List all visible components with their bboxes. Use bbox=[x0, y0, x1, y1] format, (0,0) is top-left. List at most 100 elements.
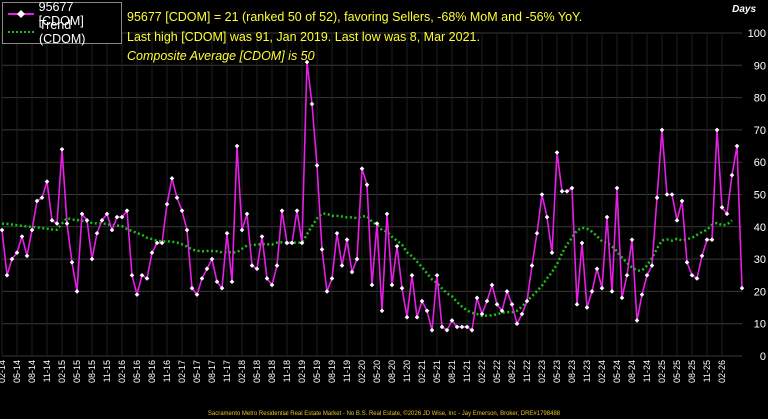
data-point-marker bbox=[419, 298, 425, 304]
data-point-marker bbox=[64, 221, 70, 226]
x-tick-label: 11-16 bbox=[162, 360, 172, 382]
x-tick-label: 08-16 bbox=[147, 360, 157, 383]
x-tick-label: 05-15 bbox=[72, 360, 82, 383]
x-tick-label: 08-17 bbox=[207, 360, 217, 383]
data-point-marker bbox=[709, 237, 715, 243]
data-point-marker bbox=[149, 250, 155, 255]
data-point-marker bbox=[314, 163, 320, 168]
data-point-marker bbox=[159, 240, 165, 246]
data-point-marker bbox=[624, 272, 630, 278]
x-tick-label: 08-15 bbox=[87, 360, 97, 383]
x-tick-label: 11-23 bbox=[582, 360, 592, 382]
x-tick-label: 05-17 bbox=[192, 360, 202, 383]
y-tick-label: 90 bbox=[754, 60, 766, 72]
x-tick-label: 05-19 bbox=[312, 360, 322, 383]
data-point-marker bbox=[184, 227, 190, 233]
data-point-marker bbox=[654, 195, 660, 201]
data-point-marker bbox=[284, 240, 290, 246]
data-point-marker bbox=[679, 198, 685, 204]
data-point-marker bbox=[364, 182, 370, 188]
data-point-marker bbox=[409, 272, 415, 278]
data-point-marker bbox=[464, 324, 470, 330]
x-tick-label: 11-20 bbox=[402, 360, 412, 382]
x-tick-label: 08-21 bbox=[447, 360, 457, 383]
x-tick-label: 08-25 bbox=[687, 360, 697, 383]
data-point-marker bbox=[524, 298, 530, 304]
data-point-marker bbox=[599, 285, 605, 291]
data-point-marker bbox=[144, 276, 150, 281]
x-tick-label: 02-23 bbox=[537, 360, 547, 383]
data-point-marker bbox=[189, 285, 195, 291]
data-point-marker bbox=[674, 218, 680, 223]
data-point-marker bbox=[739, 285, 745, 291]
x-tick-label: 05-21 bbox=[432, 360, 442, 383]
data-point-marker bbox=[384, 211, 390, 217]
data-point-marker bbox=[164, 201, 170, 207]
data-point-marker bbox=[474, 295, 480, 301]
x-tick-label: 05-18 bbox=[252, 360, 262, 383]
data-point-marker bbox=[449, 318, 455, 323]
data-point-marker bbox=[479, 311, 485, 317]
data-point-marker bbox=[609, 289, 615, 294]
data-point-marker bbox=[4, 272, 10, 278]
data-point-marker bbox=[194, 292, 200, 297]
data-point-marker bbox=[329, 276, 335, 281]
data-point-marker bbox=[514, 321, 520, 326]
data-point-marker bbox=[539, 192, 545, 197]
data-point-marker bbox=[119, 214, 125, 220]
info-line-summary: 95677 [CDOM] = 21 (ranked 50 of 52), fav… bbox=[127, 10, 583, 24]
data-point-marker bbox=[59, 146, 65, 152]
data-point-marker bbox=[604, 214, 610, 220]
data-point-marker bbox=[74, 289, 80, 294]
data-point-marker bbox=[69, 260, 75, 265]
data-point-marker bbox=[324, 289, 330, 294]
x-tick-label: 02-25 bbox=[657, 360, 667, 383]
data-point-marker bbox=[664, 192, 670, 197]
data-point-marker bbox=[199, 276, 205, 281]
data-point-marker bbox=[659, 127, 665, 133]
y-tick-label: 100 bbox=[748, 28, 766, 40]
data-point-marker bbox=[389, 282, 395, 288]
x-tick-label: 11-15 bbox=[102, 360, 112, 382]
data-point-marker bbox=[379, 308, 385, 314]
legend-swatch-trend bbox=[8, 31, 34, 33]
y-tick-label: 70 bbox=[754, 125, 766, 137]
data-point-marker bbox=[684, 260, 690, 265]
legend-label-trend: Trend (CDOM) bbox=[38, 18, 86, 46]
y-tick-label: 30 bbox=[754, 254, 766, 266]
legend-item-trend: Trend (CDOM) bbox=[7, 18, 121, 46]
x-tick-label: 11-21 bbox=[462, 360, 472, 382]
data-point-marker bbox=[14, 250, 20, 255]
x-tick-label: 02-26 bbox=[717, 360, 727, 383]
data-point-marker bbox=[649, 263, 655, 268]
data-point-marker bbox=[129, 272, 135, 278]
data-point-marker bbox=[529, 263, 535, 268]
legend-label-cdom: 95677 [CDOM] bbox=[38, 0, 84, 28]
data-point-marker bbox=[344, 237, 350, 243]
x-tick-label: 11-22 bbox=[522, 360, 532, 382]
data-point-marker bbox=[124, 208, 130, 213]
x-tick-label: 08-24 bbox=[627, 360, 637, 383]
data-point-marker bbox=[714, 127, 720, 133]
data-point-marker bbox=[719, 205, 725, 210]
x-tick-label: 02-24 bbox=[597, 360, 607, 383]
data-point-marker bbox=[44, 179, 50, 184]
data-point-marker bbox=[274, 263, 280, 268]
x-tick-label: 02-17 bbox=[177, 360, 187, 383]
data-point-marker bbox=[319, 247, 325, 252]
data-point-marker bbox=[49, 218, 55, 223]
data-point-marker bbox=[534, 230, 540, 236]
data-point-marker bbox=[694, 276, 700, 281]
y-axis-unit-label: Days bbox=[732, 4, 756, 15]
data-point-marker bbox=[724, 211, 730, 217]
legend-swatch-cdom bbox=[8, 10, 34, 18]
data-point-marker bbox=[359, 166, 365, 171]
y-tick-label: 0 bbox=[760, 351, 766, 363]
data-point-marker bbox=[669, 192, 675, 197]
data-point-marker bbox=[414, 314, 420, 320]
data-point-marker bbox=[549, 250, 555, 255]
data-point-marker bbox=[154, 240, 160, 246]
data-point-marker bbox=[484, 298, 490, 304]
grid-layer bbox=[1, 32, 742, 357]
